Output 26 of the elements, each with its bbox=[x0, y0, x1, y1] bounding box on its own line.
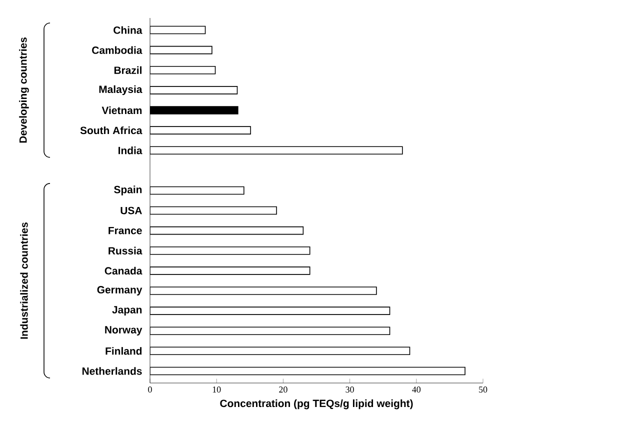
y-tick-label: Brazil bbox=[114, 66, 142, 74]
x-tick-label: 20 bbox=[279, 386, 288, 393]
y-tick-label: Malaysia bbox=[99, 85, 142, 96]
y-tick-label: Norway bbox=[105, 326, 142, 336]
y-tick-label: Finland bbox=[106, 347, 142, 355]
x-tick-label: 10 bbox=[212, 386, 221, 393]
y-tick-label: Germany bbox=[97, 286, 142, 296]
x-tick-label: 0 bbox=[148, 386, 152, 393]
y-tick-label: China bbox=[114, 26, 142, 34]
y-tick-label: Netherlands bbox=[82, 367, 142, 375]
text: Industrialized countries bbox=[20, 222, 28, 339]
y-tick-label: Cambodia bbox=[92, 46, 142, 54]
y-tick-label: India bbox=[118, 146, 142, 154]
y-tick-label: USA bbox=[120, 206, 142, 214]
x-axis-title: Concentration (pg TEQs/g lipid weight) bbox=[220, 399, 413, 410]
x-tick-label: 40 bbox=[412, 386, 421, 393]
y-tick-label: France bbox=[108, 226, 142, 234]
text: Developing countries bbox=[19, 37, 29, 143]
y-tick-label: Japan bbox=[112, 306, 142, 316]
y-tick-label: Spain bbox=[114, 186, 142, 196]
y-tick-label: South Africa bbox=[80, 126, 142, 134]
x-tick-label: 50 bbox=[479, 386, 488, 393]
y-tick-label: Russia bbox=[108, 246, 142, 254]
y-tick-label: Vietnam bbox=[102, 106, 142, 114]
y-tick-label: Canada bbox=[104, 266, 142, 275]
x-tick-label: 30 bbox=[346, 386, 354, 393]
